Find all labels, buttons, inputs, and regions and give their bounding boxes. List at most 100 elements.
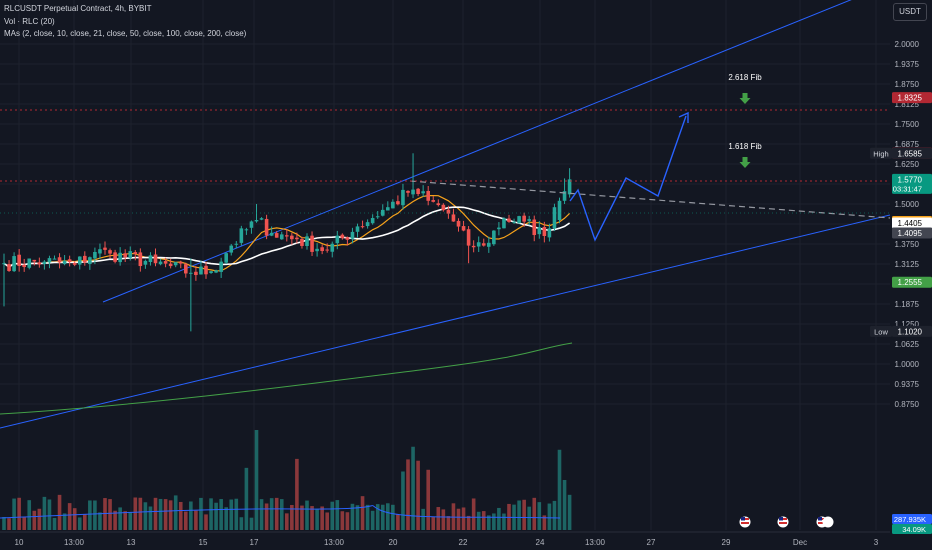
currency-selector[interactable]: USDT — [893, 3, 927, 21]
candle-body — [173, 262, 178, 266]
candle — [113, 249, 117, 264]
candle-body — [315, 248, 319, 252]
candle — [158, 258, 163, 266]
candle — [264, 214, 269, 240]
event-canton — [779, 517, 783, 521]
candle — [426, 186, 430, 206]
candle-body — [118, 252, 122, 263]
volume-bar — [12, 498, 16, 530]
price-axis-label: 1.0000 — [895, 360, 920, 369]
ma-indicator-label[interactable]: MAs (2, close, 10, close, 21, close, 50,… — [4, 29, 247, 38]
volume-bar — [52, 517, 57, 530]
horizontal-levels — [0, 109, 891, 219]
candle — [522, 212, 526, 227]
volume-bar — [315, 509, 319, 530]
candle — [300, 236, 304, 249]
volume-bar — [396, 514, 400, 530]
price-axis-label: 1.8125 — [895, 100, 920, 109]
volume-bar — [138, 497, 143, 530]
candle-body — [143, 260, 148, 265]
candle-body — [269, 232, 274, 236]
trend-channel — [0, 0, 891, 429]
candlestick-series — [2, 153, 572, 332]
time-axis-label: 22 — [459, 538, 468, 547]
volume-bar — [406, 459, 410, 530]
candle — [52, 255, 57, 260]
candle-body — [557, 200, 562, 220]
candle-body — [67, 259, 72, 263]
candle-body — [32, 259, 37, 262]
time-axis-label: 20 — [389, 538, 398, 547]
candle-body — [310, 235, 314, 252]
candle — [239, 225, 244, 246]
volume-bar — [118, 507, 122, 530]
volume-bar — [567, 494, 572, 530]
candle-body — [401, 189, 405, 206]
candle — [123, 249, 127, 263]
volume-bar — [249, 517, 254, 530]
volume-bar — [189, 501, 193, 530]
candle — [512, 218, 516, 224]
candle — [355, 223, 360, 238]
candle-body — [527, 219, 531, 221]
candle — [269, 226, 274, 237]
candle-body — [279, 234, 284, 240]
price-axis-label: 1.6875 — [895, 140, 920, 149]
candle-body — [47, 258, 52, 263]
price-tags: 1.83251.65901.6585High1.577003:31:471.44… — [870, 92, 932, 534]
volume-bar — [98, 512, 102, 530]
volume-bar — [168, 500, 173, 530]
candle — [451, 208, 456, 222]
volume-bar — [330, 501, 335, 530]
volume-bar — [375, 504, 380, 530]
candle — [340, 233, 345, 240]
time-axis-label: Dec — [793, 538, 807, 547]
volume-bar — [492, 513, 496, 530]
volume-bar — [17, 497, 21, 530]
volume-bar — [103, 498, 107, 530]
candle-body — [436, 203, 441, 206]
candle-body — [249, 221, 254, 228]
candle-body — [365, 222, 370, 227]
candle-body — [274, 233, 279, 238]
candle — [401, 183, 405, 210]
volume-bar — [194, 510, 198, 530]
candle-body — [57, 257, 62, 263]
volume-bar — [254, 430, 259, 530]
volume-bar — [128, 512, 133, 530]
event-stripe — [779, 522, 787, 524]
candle — [128, 246, 133, 261]
volume-bar — [108, 499, 112, 530]
time-axis-label: 27 — [647, 538, 656, 547]
candle-body — [224, 253, 228, 263]
candle — [527, 215, 531, 226]
volume-bar — [229, 499, 234, 530]
candle — [391, 199, 395, 209]
projection-arrowhead — [678, 111, 689, 123]
price-tag-value: 1.4095 — [898, 229, 923, 238]
candle — [431, 196, 436, 203]
candle — [108, 248, 112, 259]
symbol-title[interactable]: RLCUSDT Perpetual Contract, 4h, BYBIT — [4, 4, 152, 13]
price-tag-bg — [892, 92, 932, 104]
fib-2618-label: 2.618 Fib — [728, 73, 762, 82]
volume-bar — [487, 515, 491, 530]
volume-bar — [83, 514, 87, 530]
candle — [7, 260, 11, 272]
price-axis-label: 1.5000 — [895, 200, 920, 209]
candle — [567, 168, 572, 198]
volume-bar — [199, 497, 203, 530]
volume-tag: 34.09K — [892, 524, 932, 534]
candle-body — [391, 201, 395, 209]
candle-body — [446, 209, 451, 214]
volume-bar — [391, 504, 395, 530]
candle — [375, 211, 380, 219]
volume-bar — [416, 460, 420, 530]
candle — [295, 232, 299, 244]
volume-bar — [300, 505, 304, 530]
volume-indicator-label[interactable]: Vol · RLC (20) — [4, 17, 55, 26]
ma-50-line — [3, 206, 571, 269]
volume-bar — [153, 497, 158, 530]
price-tag: 1.4095 — [892, 227, 932, 239]
